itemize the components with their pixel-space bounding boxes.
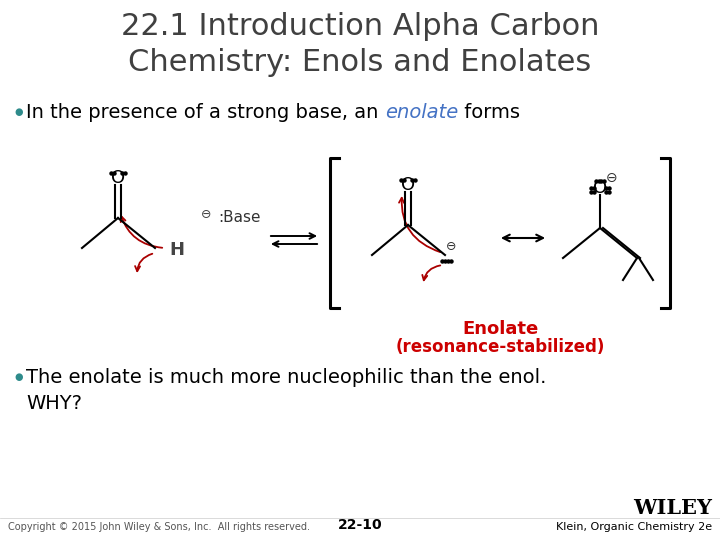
FancyArrowPatch shape <box>423 266 440 280</box>
Text: ⊖: ⊖ <box>446 240 456 253</box>
Text: In the presence of a strong base, an: In the presence of a strong base, an <box>26 103 384 122</box>
Text: ⊖: ⊖ <box>201 207 211 220</box>
Text: :Base: :Base <box>218 211 261 226</box>
FancyArrowPatch shape <box>121 217 162 248</box>
Text: O: O <box>593 179 607 197</box>
Text: Enolate: Enolate <box>462 320 538 338</box>
FancyArrowPatch shape <box>399 198 441 252</box>
Text: Copyright © 2015 John Wiley & Sons, Inc.  All rights reserved.: Copyright © 2015 John Wiley & Sons, Inc.… <box>8 522 310 532</box>
Text: ●: ● <box>14 372 22 382</box>
Text: The enolate is much more nucleophilic than the enol.: The enolate is much more nucleophilic th… <box>26 368 546 387</box>
Text: WILEY: WILEY <box>633 498 712 518</box>
Text: Chemistry: Enols and Enolates: Chemistry: Enols and Enolates <box>128 48 592 77</box>
Text: H: H <box>169 241 184 259</box>
Text: WHY?: WHY? <box>26 394 82 413</box>
Text: O: O <box>401 176 415 194</box>
Text: Klein, Organic Chemistry 2e: Klein, Organic Chemistry 2e <box>556 522 712 532</box>
Text: ●: ● <box>14 107 22 117</box>
Text: ⊖: ⊖ <box>606 171 618 185</box>
Text: O: O <box>111 169 125 187</box>
Text: forms: forms <box>458 103 520 122</box>
FancyArrowPatch shape <box>135 254 153 271</box>
Text: 22.1 Introduction Alpha Carbon: 22.1 Introduction Alpha Carbon <box>121 12 599 41</box>
Text: (resonance-stabilized): (resonance-stabilized) <box>395 338 605 356</box>
Text: enolate: enolate <box>384 103 458 122</box>
Text: 22-10: 22-10 <box>338 518 382 532</box>
